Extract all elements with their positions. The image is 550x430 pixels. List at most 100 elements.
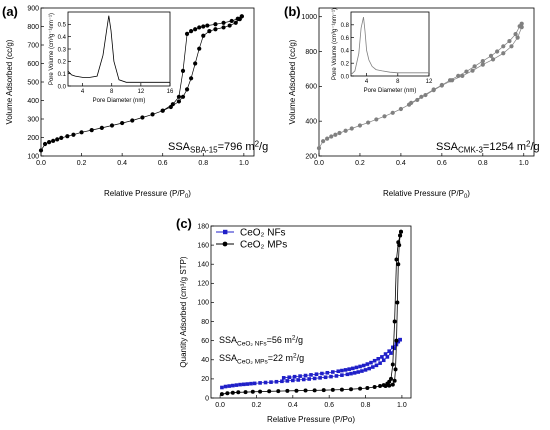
b-desorption-line xyxy=(410,23,522,104)
c-series-0-point xyxy=(223,384,228,389)
c-series-1-point xyxy=(398,337,402,342)
b-desorption-point xyxy=(439,82,444,88)
c-x-tick-label: 1.0 xyxy=(397,402,407,409)
c-series-1-point xyxy=(314,372,319,377)
a-desorption-point xyxy=(160,108,165,113)
a-desorption-point xyxy=(193,27,198,32)
a-adsorption-line xyxy=(40,16,243,151)
b-y-tick-label: 1000 xyxy=(301,14,317,21)
a-adsorption-point xyxy=(89,128,94,133)
a-adsorption-point xyxy=(42,141,48,147)
b-y-tick-label: 200 xyxy=(305,153,317,160)
b-desorption-point xyxy=(464,69,469,74)
a-y-tick-label: 500 xyxy=(27,79,39,86)
a-y-tick-label: 600 xyxy=(27,61,39,68)
b-desorption-point xyxy=(488,53,494,58)
c-series-1-point xyxy=(325,370,330,375)
c-series-1-point xyxy=(292,374,297,379)
c-y-tick-label: 180 xyxy=(197,223,209,230)
c-series-1-point xyxy=(309,373,313,377)
b-adsorption-point xyxy=(490,57,496,62)
c-series-0-point xyxy=(378,361,382,365)
a-desorption-point xyxy=(229,18,234,24)
b-adsorption-point xyxy=(349,126,354,131)
c-ssa-annotation-nfs: SSACeO₂ NFs=56 m2/g xyxy=(219,335,303,348)
panel-label-a: (a) xyxy=(2,4,18,19)
a-x-tick-label: 1.0 xyxy=(239,160,249,167)
c-series-2-point xyxy=(394,257,399,262)
c-x-axis-label: Relative Pressure (P/Po) xyxy=(267,415,355,424)
b-adsorption-point xyxy=(398,106,404,112)
c-series-1-point xyxy=(391,345,395,350)
c-series-0-point xyxy=(371,365,375,369)
c-series-0-point xyxy=(349,371,353,376)
c-series-1-point xyxy=(383,352,388,356)
a-inset-curve xyxy=(67,15,170,83)
b-x-axis-label: Relative Pressure (P/P0) xyxy=(383,189,470,200)
b-adsorption-point xyxy=(509,44,514,49)
c-series-2-point xyxy=(267,389,272,394)
a-y-axis-label: Volume Adsorbed (cc/g) xyxy=(5,39,14,124)
a-adsorption-point xyxy=(109,123,115,128)
a-adsorption-point xyxy=(65,134,70,139)
b-adsorption-point xyxy=(515,35,520,40)
c-series-2-point xyxy=(285,388,290,393)
c-series-0-point xyxy=(220,385,224,390)
b-desorption-point xyxy=(409,100,414,105)
c-series-0-point xyxy=(269,380,273,384)
c-series-0-point xyxy=(367,366,371,371)
c-series-0-point xyxy=(323,375,328,380)
c-series-0-point xyxy=(241,382,246,387)
c-series-3-point xyxy=(394,338,399,343)
b-desorption-point xyxy=(480,59,485,64)
b-inset-ylabel: Pore Volume (cm³g⁻¹nm⁻¹) xyxy=(332,8,338,80)
a-y-tick-label: 900 xyxy=(27,5,39,12)
c-series-1-point xyxy=(303,373,308,378)
c-x-tick-label: 0.8 xyxy=(361,402,371,409)
c-series-2-point xyxy=(225,391,230,396)
c-series-0-point xyxy=(318,376,322,380)
c-series-0-point xyxy=(389,351,393,355)
a-y-tick-label: 700 xyxy=(27,42,39,49)
a-inset-ylabel: Pore Volume (cm³g⁻¹nm⁻¹) xyxy=(49,13,55,85)
c-series-1-point xyxy=(347,367,351,371)
c-y-tick-label: 100 xyxy=(197,300,209,307)
panel-label-c: (c) xyxy=(176,216,192,231)
c-series-1-point xyxy=(351,366,355,371)
c-series-0-point xyxy=(258,381,262,385)
c-series-2-point xyxy=(389,376,393,381)
a-desorption-point xyxy=(176,94,182,99)
b-adsorption-point xyxy=(390,110,395,115)
c-series-2-point xyxy=(330,387,335,392)
a-adsorption-point xyxy=(140,115,145,120)
b-inset-x-tick-label: 8 xyxy=(396,79,400,85)
a-adsorption-point xyxy=(47,140,52,145)
b-inset-y-tick-label: 0.8 xyxy=(341,23,350,29)
c-series-2-point xyxy=(258,389,263,394)
a-adsorption-point xyxy=(99,125,104,130)
b-desorption-point xyxy=(431,87,436,92)
a-adsorption-point xyxy=(176,99,182,104)
c-x-tick-label: 0.0 xyxy=(215,402,225,409)
b-adsorption-point xyxy=(357,123,363,128)
c-y-tick-label: 0 xyxy=(205,395,209,402)
c-series-2-point xyxy=(276,389,281,394)
a-adsorption-point xyxy=(233,20,238,25)
c-x-tick-label: 0.6 xyxy=(324,402,334,409)
a-inset-y-tick-label: 0.5 xyxy=(58,23,67,29)
b-x-tick-label: 0.8 xyxy=(478,160,488,167)
c-series-1-point xyxy=(369,360,373,365)
panel-label-b: (b) xyxy=(284,4,301,19)
a-adsorption-point xyxy=(51,138,56,143)
c-series-2-point xyxy=(349,387,353,392)
a-adsorption-point xyxy=(150,112,155,117)
c-series-2-point xyxy=(219,392,224,397)
c-series-2-point xyxy=(358,386,363,391)
c-series-3-point xyxy=(398,233,403,238)
b-desorption-point xyxy=(507,38,512,44)
a-x-tick-label: 0.8 xyxy=(198,160,208,167)
b-inset-plot-frame xyxy=(350,11,430,77)
c-series-2-point xyxy=(230,390,235,395)
a-inset-xlabel: Pore Diameter (nm) xyxy=(93,98,146,104)
c-series-0-point xyxy=(291,378,295,383)
